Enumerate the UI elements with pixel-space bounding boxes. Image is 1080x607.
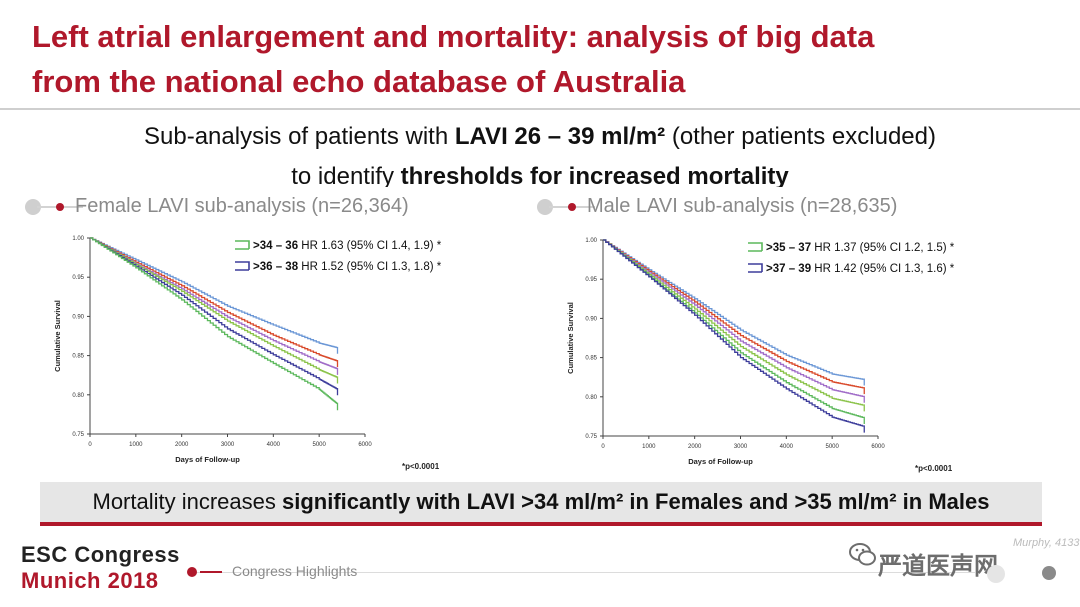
footer-red-line (200, 571, 222, 573)
x-axis-label: Days of Follow-up (175, 455, 240, 464)
conclusion-banner: Mortality increases significantly with L… (40, 482, 1042, 522)
watermark-text: 严道医声网 (878, 553, 998, 580)
x-tick-label: 3000 (734, 444, 748, 450)
legend-hr-1: HR 1.52 (95% CI 1.3, 1.8) * (298, 261, 442, 273)
legend-entry-1: >37 – 39 HR 1.42 (95% CI 1.3, 1.6) * (766, 263, 955, 275)
conclusion-text: Mortality increases significantly with L… (40, 482, 1042, 522)
x-tick-label: 0 (88, 442, 92, 448)
slide-title-line1: Left atrial enlargement and mortality: a… (32, 19, 875, 54)
legend-range-1: >36 – 38 (253, 261, 299, 273)
survival-curve-0 (603, 239, 865, 386)
subtitle-text-a: Sub-analysis of patients with (144, 123, 455, 150)
x-tick-label: 2000 (688, 444, 702, 450)
footer-line (195, 572, 975, 573)
legend-hr-0: HR 1.63 (95% CI 1.4, 1.9) * (298, 240, 442, 252)
legend-entry-0: >35 – 37 HR 1.37 (95% CI 1.2, 1.5) * (766, 242, 955, 254)
y-tick-label: 0.95 (585, 277, 597, 283)
footer-red-dot-icon (187, 567, 197, 577)
banner-red-rule (40, 522, 1042, 526)
x-tick-label: 5000 (312, 442, 326, 448)
bullet-red-dot-icon (56, 203, 64, 211)
bullet-red-dot-icon (568, 203, 576, 211)
x-tick-label: 1000 (642, 444, 656, 450)
y-tick-label: 0.90 (585, 316, 597, 322)
legend-entry-1: >36 – 38 HR 1.52 (95% CI 1.3, 1.8) * (253, 261, 442, 273)
x-tick-label: 6000 (358, 442, 372, 448)
subtitle-text-b: (other patients excluded) (665, 123, 936, 150)
slide-title-line2: from the national echo database of Austr… (32, 64, 686, 99)
y-tick-label: 0.90 (72, 314, 84, 320)
subtitle-line2: to identify thresholds for increased mor… (0, 157, 1080, 187)
legend-hr-0: HR 1.37 (95% CI 1.2, 1.5) * (811, 242, 955, 254)
legend-swatch-1 (235, 261, 250, 271)
x-tick-label: 0 (601, 444, 605, 450)
conclusion-text-bold: significantly with LAVI >34 ml/m² in Fem… (282, 489, 990, 514)
y-tick-label: 0.85 (72, 354, 84, 360)
y-tick-label: 0.80 (72, 393, 84, 399)
citation: Murphy, 4133 (1013, 537, 1080, 549)
y-tick-label: 0.75 (72, 432, 84, 438)
survival-curve-5 (603, 239, 865, 433)
congress-location: Munich 2018 (21, 568, 159, 593)
subtitle-text-c: to identify (291, 163, 401, 187)
legend-swatch-1 (748, 263, 763, 273)
legend-swatch-0 (748, 242, 763, 252)
footer-dark-dot-icon (1042, 566, 1056, 580)
p-value-footnote: *p<0.0001 (402, 462, 440, 471)
survival-curve-5 (90, 237, 339, 411)
legend-range-0: >35 – 37 (766, 242, 811, 254)
conclusion-text-a: Mortality increases (92, 489, 283, 514)
subtitle-line1: Sub-analysis of patients with LAVI 26 – … (0, 117, 1080, 157)
x-tick-label: 1000 (129, 442, 143, 448)
subtitle-bold-b: thresholds for increased mortality (400, 163, 789, 187)
male-survival-chart: 1.00 0.95 0.90 0.85 0.80 0.75 0 1000 2000 3000 400… (548, 228, 1033, 478)
y-axis-label: Cumulative Survival (53, 300, 62, 372)
x-tick-label: 4000 (780, 444, 794, 450)
y-axis-label: Cumulative Survival (566, 302, 575, 374)
y-tick-label: 1.00 (72, 236, 84, 242)
female-heading-text: Female LAVI sub-analysis (n=26,364) (75, 195, 409, 217)
female-survival-chart: 1.00 0.95 0.90 0.85 0.80 0.75 0 1000 2000 3000 400… (35, 226, 520, 476)
title-divider (0, 108, 1080, 110)
wechat-icon (849, 543, 876, 566)
x-tick-label: 2000 (175, 442, 189, 448)
legend-hr-1: HR 1.42 (95% CI 1.3, 1.6) * (811, 263, 955, 275)
legend-range-1: >37 – 39 (766, 263, 811, 275)
y-tick-label: 1.00 (585, 238, 597, 244)
slide-title: Left atrial enlargement and mortality: a… (32, 14, 1052, 104)
y-tick-label: 0.85 (585, 356, 597, 362)
x-tick-label: 6000 (871, 444, 885, 450)
legend-entry-0: >34 – 36 HR 1.63 (95% CI 1.4, 1.9) * (253, 240, 442, 252)
x-tick-label: 3000 (221, 442, 235, 448)
survival-curve-0 (90, 237, 339, 354)
legend-swatch-0 (235, 240, 250, 250)
x-tick-label: 4000 (267, 442, 281, 448)
congress-name: ESC Congress (21, 542, 180, 567)
congress-highlights-label: Congress Highlights (232, 563, 358, 579)
p-value-footnote: *p<0.0001 (915, 464, 953, 473)
bullet-dot-icon (537, 199, 553, 215)
footer-grey-dot-icon (987, 565, 1005, 583)
subtitle-bold-a: LAVI 26 – 39 ml/m² (454, 123, 666, 150)
x-tick-label: 5000 (825, 444, 839, 450)
male-heading-text: Male LAVI sub-analysis (n=28,635) (587, 195, 898, 217)
y-tick-label: 0.75 (585, 434, 597, 440)
subtitle-block: Sub-analysis of patients with LAVI 26 – … (0, 117, 1080, 187)
legend-range-0: >34 – 36 (253, 240, 298, 252)
y-tick-label: 0.80 (585, 395, 597, 401)
bullet-dot-icon (25, 199, 41, 215)
y-tick-label: 0.95 (72, 275, 84, 281)
x-axis-label: Days of Follow-up (688, 457, 753, 466)
